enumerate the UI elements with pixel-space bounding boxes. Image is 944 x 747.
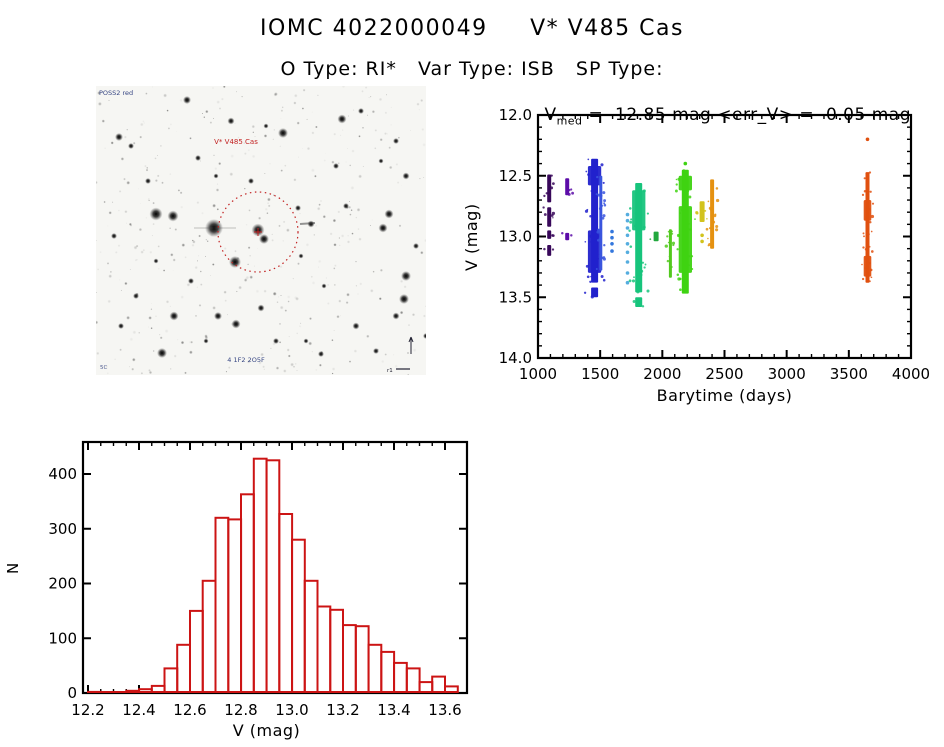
- hist-bar: [214, 516, 230, 693]
- hist-x-tick-label: 13.4: [377, 701, 410, 719]
- hist-y-tick-label: 100: [48, 629, 77, 647]
- lc-x-tick-label: 1500: [581, 365, 619, 383]
- hist-bar: [418, 681, 434, 694]
- light-curve-ylabel: V (mag): [462, 203, 481, 271]
- lc-y-tick-label: 14.0: [499, 349, 532, 367]
- hist-bar: [380, 650, 396, 693]
- hist-bar: [176, 643, 191, 694]
- lc-x-tick-label: 3000: [768, 365, 806, 383]
- hist-bar: [393, 661, 408, 693]
- lc-y-tick-label: 12.0: [499, 107, 532, 124]
- light-curve: Vmed = 12.85 mag <err_V> = 0.05 mag 1000…: [450, 85, 944, 415]
- light-curve-xlabel: Barytime (days): [656, 386, 793, 405]
- light-curve-canvas: 1000 1500 2000 2500 3000 3500 4000 12.0 12.5 13.0…: [499, 107, 931, 383]
- hist-x-tick-label: 13.0: [275, 701, 308, 719]
- finder-chart: V* V485 Cas POSS2 red 4 1F2 2O5F 5C r1: [96, 86, 426, 375]
- lc-y-tick-label: 13.5: [499, 288, 532, 306]
- hist-bar: [240, 493, 255, 693]
- hist-x-tick-label: 12.8: [224, 701, 257, 719]
- hist-bar: [265, 459, 281, 693]
- hist-bar: [125, 689, 141, 693]
- page-title: IOMC 4022000049 V* V485 Cas: [260, 16, 684, 41]
- finder-survey-label: POSS2 red: [99, 89, 133, 97]
- finder-coords-label: 4 1F2 2O5F: [227, 356, 265, 364]
- hist-bar: [201, 579, 217, 693]
- hist-bar: [278, 513, 294, 693]
- hist-bar: [189, 609, 204, 693]
- hist-bar: [138, 688, 153, 694]
- hist-bar: [444, 685, 459, 693]
- page-subtitle: O Type: RI* Var Type: ISB SP Type:: [280, 58, 664, 80]
- lc-x-tick-label: 2000: [643, 365, 681, 383]
- lc-x-tick-label: 3500: [830, 365, 868, 383]
- finder-scale-label: 5C: [100, 365, 107, 371]
- histogram-canvas: 12.2 12.4 12.6 12.8 13.0 13.2 13.4 13.6 0 100 200 3…: [48, 440, 469, 719]
- finder-target-label: V* V485 Cas: [214, 138, 258, 146]
- hist-y-tick-label: 300: [48, 520, 77, 538]
- hist-bar: [431, 675, 447, 694]
- hist-x-tick-label: 12.6: [173, 701, 206, 719]
- hist-x-tick-label: 12.4: [122, 701, 155, 719]
- lc-x-tick-label: 2500: [705, 365, 743, 383]
- hist-y-tick-label: 400: [48, 465, 77, 483]
- hist-bar: [163, 667, 179, 693]
- histogram-xlabel: V (mag): [232, 721, 301, 740]
- histogram-ylabel: N: [4, 562, 22, 574]
- hist-bar: [252, 457, 268, 694]
- hist-bar: [329, 608, 345, 693]
- lc-x-tick-label: 1000: [519, 365, 557, 383]
- hist-bar: [316, 605, 332, 693]
- hist-y-tick-label: 200: [48, 575, 77, 593]
- hist-bar: [342, 624, 357, 694]
- hist-x-tick-label: 12.2: [71, 701, 104, 719]
- hist-y-tick-label: 0: [67, 684, 77, 702]
- hist-bar: [354, 625, 370, 693]
- hist-bar: [405, 667, 421, 693]
- hist-bar: [227, 518, 243, 694]
- lc-y-tick-label: 13.0: [499, 228, 532, 246]
- histogram: 12.2 12.4 12.6 12.8 13.0 13.2 13.4 13.6 0 100 200 3…: [0, 425, 500, 747]
- hist-bar: [291, 538, 306, 693]
- lc-x-tick-label: 4000: [892, 365, 930, 383]
- lc-y-tick-label: 12.5: [499, 167, 532, 185]
- hist-x-tick-label: 13.2: [326, 701, 359, 719]
- finder-compass-label: r1: [387, 368, 393, 374]
- hist-x-tick-label: 13.6: [428, 701, 461, 719]
- finder-chart-canvas: V* V485 Cas POSS2 red 4 1F2 2O5F 5C r1: [96, 86, 426, 375]
- hist-bar: [150, 684, 166, 693]
- hist-bar: [303, 579, 319, 693]
- hist-bar: [367, 643, 383, 694]
